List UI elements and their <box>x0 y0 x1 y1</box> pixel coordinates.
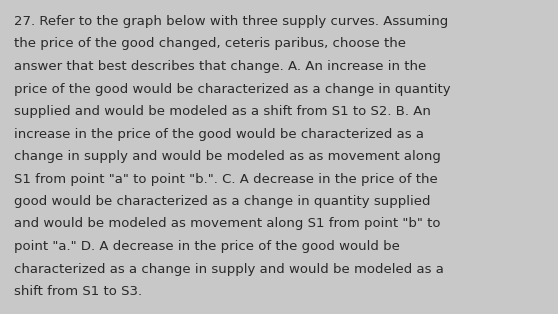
Text: point "a." D. A decrease in the price of the good would be: point "a." D. A decrease in the price of… <box>14 240 400 253</box>
Text: 27. Refer to the graph below with three supply curves. Assuming: 27. Refer to the graph below with three … <box>14 15 448 28</box>
Text: S1 from point "a" to point "b.". C. A decrease in the price of the: S1 from point "a" to point "b.". C. A de… <box>14 172 437 186</box>
Text: shift from S1 to S3.: shift from S1 to S3. <box>14 285 142 298</box>
Text: characterized as a change in supply and would be modeled as a: characterized as a change in supply and … <box>14 263 444 275</box>
Text: price of the good would be characterized as a change in quantity: price of the good would be characterized… <box>14 83 451 95</box>
Text: supplied and would be modeled as a shift from S1 to S2. B. An: supplied and would be modeled as a shift… <box>14 105 431 118</box>
Text: answer that best describes that change. A. An increase in the: answer that best describes that change. … <box>14 60 426 73</box>
Text: and would be modeled as movement along S1 from point "b" to: and would be modeled as movement along S… <box>14 218 440 230</box>
Text: increase in the price of the good would be characterized as a: increase in the price of the good would … <box>14 127 424 140</box>
Text: the price of the good changed, ceteris paribus, choose the: the price of the good changed, ceteris p… <box>14 37 406 51</box>
Text: good would be characterized as a change in quantity supplied: good would be characterized as a change … <box>14 195 431 208</box>
Text: change in supply and would be modeled as as movement along: change in supply and would be modeled as… <box>14 150 441 163</box>
